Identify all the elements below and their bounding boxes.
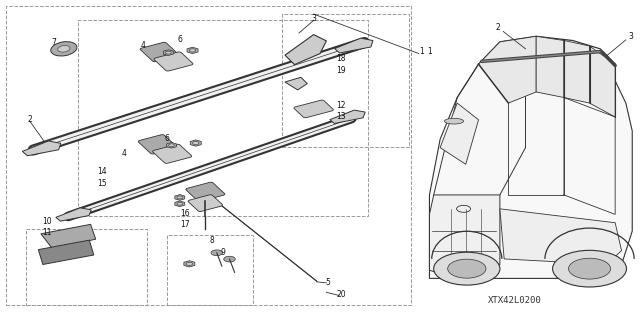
Text: 1: 1: [428, 48, 432, 56]
Text: 16: 16: [180, 209, 189, 219]
Bar: [167, 235, 253, 305]
Circle shape: [448, 259, 486, 278]
Circle shape: [186, 262, 193, 265]
Polygon shape: [536, 36, 564, 98]
Text: 2: 2: [496, 23, 500, 32]
Text: 13: 13: [336, 112, 346, 121]
Text: 2: 2: [28, 115, 33, 123]
FancyBboxPatch shape: [152, 144, 192, 163]
Polygon shape: [330, 110, 365, 123]
Text: 9: 9: [221, 248, 225, 257]
Text: 6: 6: [164, 134, 170, 144]
Circle shape: [177, 196, 182, 199]
Text: 19: 19: [336, 66, 346, 76]
Text: 6: 6: [177, 35, 182, 44]
FancyBboxPatch shape: [294, 100, 333, 118]
Polygon shape: [190, 140, 201, 146]
Ellipse shape: [58, 46, 70, 52]
Polygon shape: [564, 41, 589, 103]
Polygon shape: [41, 224, 96, 249]
Polygon shape: [184, 261, 195, 267]
Text: 4: 4: [140, 41, 145, 50]
Circle shape: [552, 250, 627, 287]
Polygon shape: [22, 141, 61, 156]
Text: 11: 11: [42, 228, 52, 237]
Circle shape: [434, 252, 500, 285]
Polygon shape: [500, 209, 621, 264]
Polygon shape: [335, 38, 373, 53]
Polygon shape: [479, 36, 536, 103]
Circle shape: [177, 202, 182, 205]
Polygon shape: [429, 42, 632, 278]
Text: 17: 17: [180, 220, 189, 229]
Circle shape: [568, 258, 611, 279]
Polygon shape: [175, 195, 185, 200]
Circle shape: [211, 250, 223, 256]
Text: 8: 8: [209, 236, 214, 245]
Polygon shape: [175, 201, 185, 207]
Polygon shape: [429, 195, 500, 278]
Circle shape: [189, 49, 196, 52]
Text: 3: 3: [628, 32, 633, 41]
Text: 20: 20: [336, 290, 346, 299]
Circle shape: [224, 256, 236, 262]
Text: 15: 15: [97, 179, 107, 188]
Polygon shape: [56, 208, 92, 221]
Text: 10: 10: [42, 217, 52, 226]
Circle shape: [193, 141, 199, 145]
Text: 3: 3: [311, 14, 316, 23]
Text: 14: 14: [97, 167, 107, 176]
Circle shape: [169, 144, 174, 147]
Polygon shape: [163, 50, 173, 56]
Bar: [26, 229, 147, 305]
Text: 7: 7: [51, 38, 56, 47]
Polygon shape: [589, 46, 615, 117]
Text: 4: 4: [122, 149, 127, 158]
Text: 18: 18: [336, 55, 346, 63]
Polygon shape: [166, 142, 177, 148]
Text: 5: 5: [326, 278, 331, 287]
FancyBboxPatch shape: [154, 52, 193, 71]
Bar: [282, 14, 409, 147]
Polygon shape: [38, 240, 94, 264]
Polygon shape: [187, 47, 198, 54]
FancyBboxPatch shape: [140, 42, 179, 62]
FancyBboxPatch shape: [138, 135, 177, 154]
Ellipse shape: [444, 118, 463, 124]
Polygon shape: [440, 103, 479, 164]
Circle shape: [166, 51, 172, 54]
Text: 12: 12: [336, 101, 346, 110]
Polygon shape: [285, 34, 326, 65]
Ellipse shape: [51, 42, 77, 56]
FancyBboxPatch shape: [186, 182, 225, 201]
Text: 1: 1: [420, 48, 424, 56]
FancyBboxPatch shape: [188, 195, 223, 211]
Bar: [6, 6, 411, 305]
Polygon shape: [285, 77, 307, 90]
Text: XTX42L0200: XTX42L0200: [488, 296, 541, 305]
Bar: [78, 20, 368, 216]
